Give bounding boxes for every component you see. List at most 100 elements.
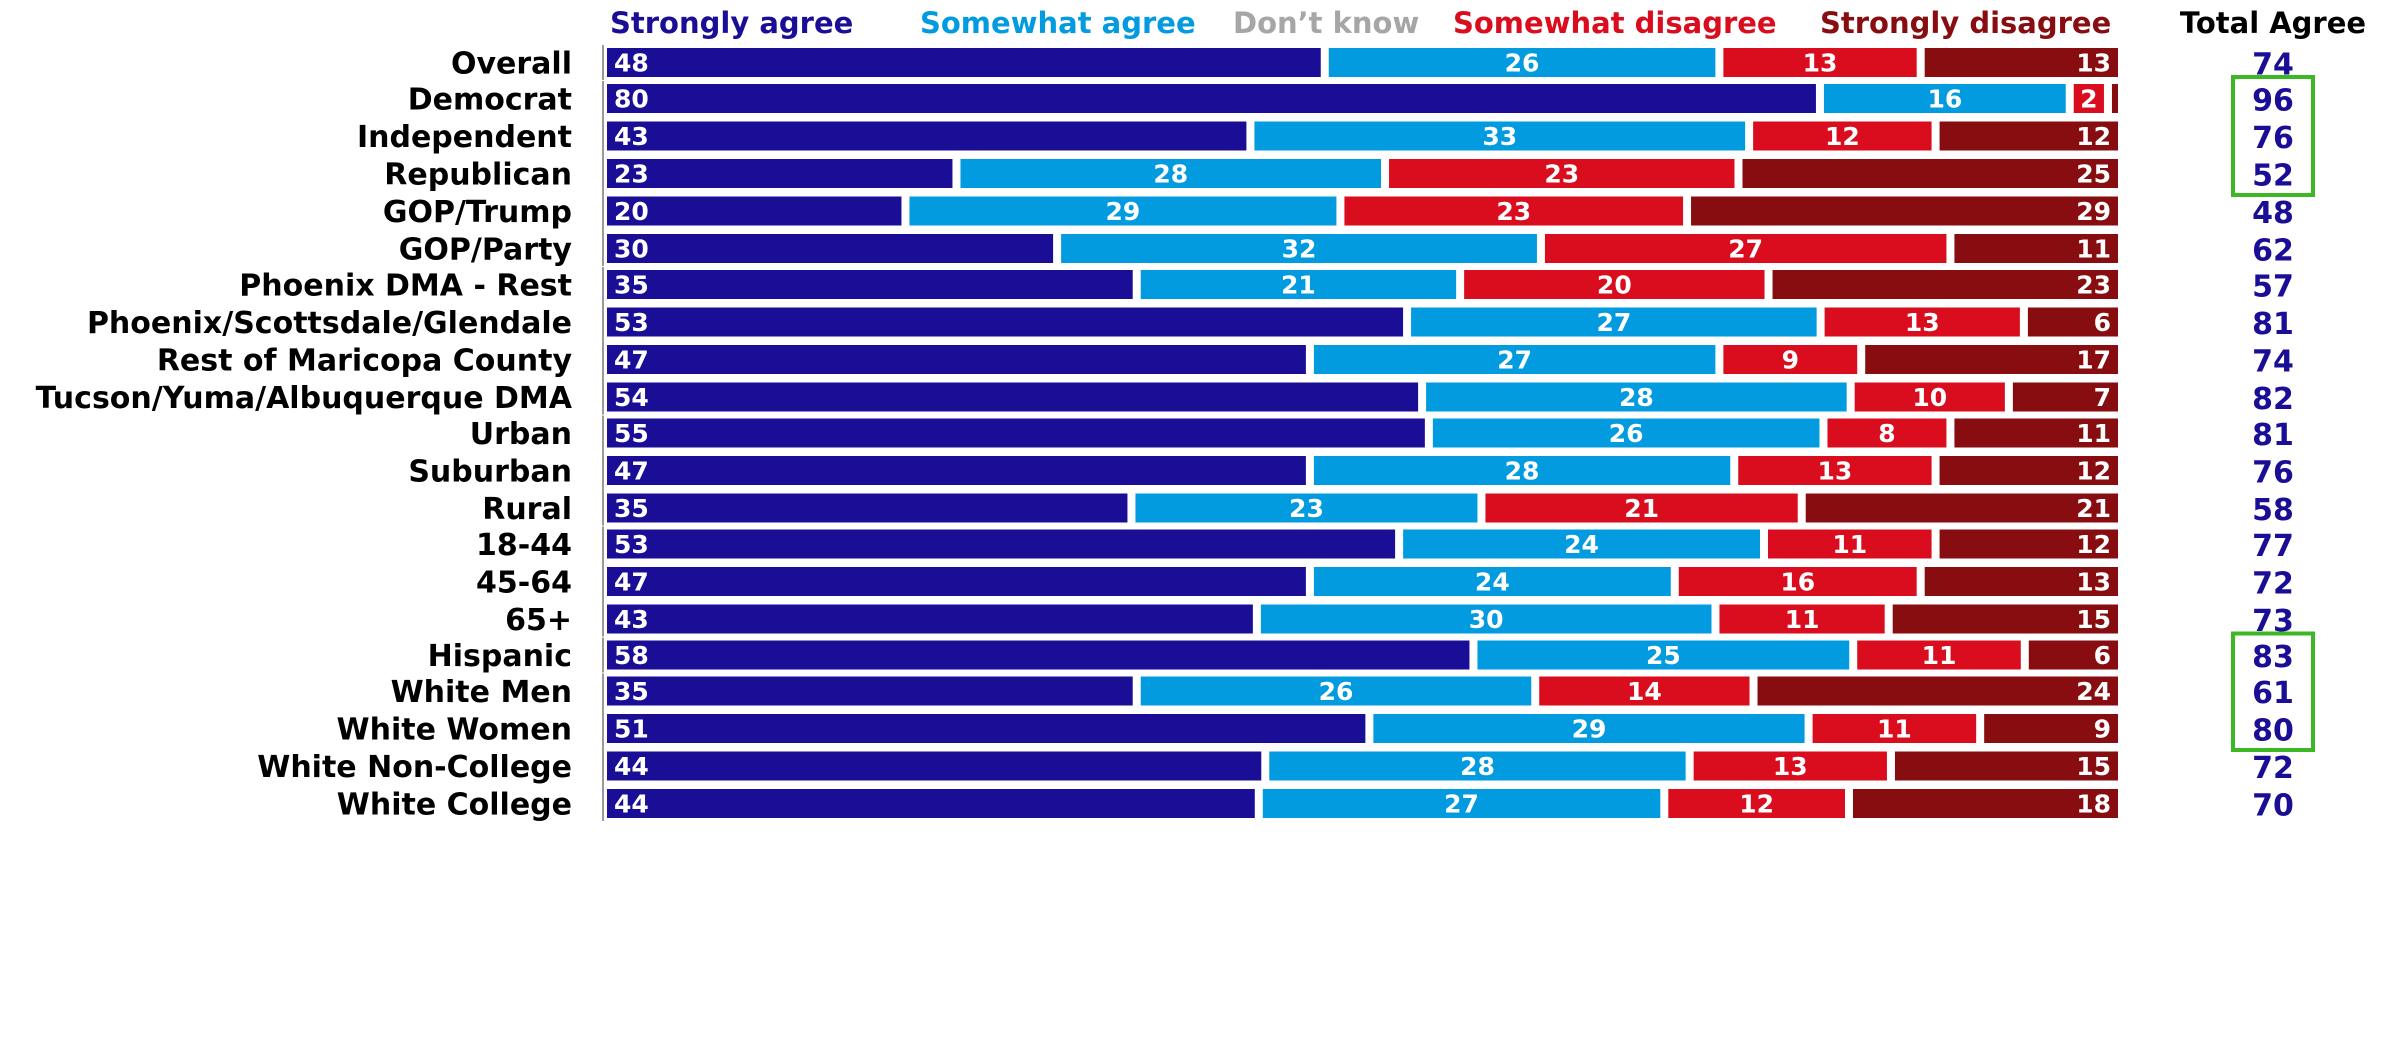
bar-segment-strongly-disagree — [1939, 121, 2118, 151]
bar-segment-strongly-disagree — [1939, 456, 2118, 485]
bar-segment-strongly-disagree — [1757, 676, 2118, 706]
data-label-somewhat-agree: 26 — [1319, 677, 1354, 706]
bar-segment-strongly-disagree — [1924, 567, 2118, 596]
bar-row: GOP/Party 30 32 27 11 — [399, 233, 2118, 268]
category-label: White College — [337, 788, 572, 823]
data-label-strongly-disagree: 12 — [2076, 122, 2111, 151]
bar-segment-somewhat-disagree — [1854, 382, 2005, 412]
data-label-somewhat-agree: 27 — [1497, 346, 1532, 375]
bar-row: White Women 51 29 11 9 — [337, 713, 2118, 748]
total-agree-value: 70 — [2252, 789, 2294, 824]
bar-segment-somewhat-agree — [909, 196, 1337, 226]
data-label-strongly-agree: 53 — [614, 308, 649, 337]
data-label-strongly-disagree: 29 — [2076, 197, 2111, 226]
data-label-somewhat-agree: 28 — [1153, 160, 1188, 189]
data-label-strongly-agree: 55 — [614, 419, 649, 448]
category-label: 45-64 — [476, 566, 572, 601]
bar-row: Tucson/Yuma/Albuquerque DMA 54 28 10 7 — [36, 381, 2118, 416]
bar-row: 18-44 53 24 11 12 — [476, 528, 2118, 563]
data-label-strongly-agree: 35 — [614, 494, 649, 523]
data-label-somewhat-disagree: 9 — [1782, 346, 1799, 375]
bar-segment-somewhat-disagree — [1544, 234, 1947, 263]
bar-row: Independent 43 33 12 12 — [357, 120, 2118, 155]
data-label-strongly-disagree: 6 — [2094, 308, 2111, 337]
bar-segment-strongly-agree — [607, 234, 1054, 263]
bar-segment-somewhat-disagree — [1753, 121, 1932, 151]
data-label-somewhat-agree: 29 — [1106, 197, 1141, 226]
bar-segment-strongly-agree — [607, 640, 1470, 670]
bar-segment-strongly-disagree — [1892, 604, 2118, 634]
bar-segment-somewhat-agree — [1061, 234, 1537, 263]
bar-segment-somewhat-agree — [1403, 529, 1760, 559]
category-label: Suburban — [408, 455, 572, 490]
total-agree-value: 83 — [2252, 640, 2294, 675]
category-label: White Non-College — [257, 750, 572, 785]
bar-segment-somewhat-disagree — [1389, 159, 1735, 188]
data-label-somewhat-disagree: 23 — [1496, 197, 1531, 226]
category-label: 65+ — [505, 603, 572, 638]
bar-segment-somewhat-agree — [1254, 121, 1746, 151]
data-label-strongly-disagree: 17 — [2076, 346, 2111, 375]
bar-segment-somewhat-disagree — [1767, 529, 1932, 559]
bar-segment-somewhat-agree — [1411, 307, 1817, 337]
bar-segment-strongly-agree — [607, 418, 1425, 448]
category-label: Rest of Maricopa County — [157, 344, 573, 379]
category-label: White Women — [337, 713, 572, 748]
total-agree-value: 72 — [2252, 751, 2294, 786]
total-agree-value: 81 — [2252, 307, 2294, 342]
legend-strongly-agree: Strongly agree — [610, 6, 853, 40]
bar-segment-somewhat-agree — [1262, 789, 1661, 818]
data-label-strongly-agree: 53 — [614, 530, 649, 559]
data-label-somewhat-disagree: 11 — [1832, 530, 1867, 559]
data-label-somewhat-disagree: 11 — [1785, 605, 1820, 634]
bar-row: Rest of Maricopa County 47 27 9 17 — [157, 344, 2118, 379]
bar-row: White Men 35 26 14 24 — [391, 675, 2118, 710]
data-label-somewhat-agree: 21 — [1281, 271, 1316, 300]
bar-row: Overall 48 26 13 13 — [451, 47, 2118, 82]
bar-segment-strongly-disagree — [1772, 270, 2118, 299]
bar-segment-somewhat-disagree — [1857, 640, 2021, 670]
bar-row: GOP/Trump 20 29 23 29 — [383, 195, 2118, 230]
bar-segment-strongly-agree — [607, 714, 1366, 743]
data-label-strongly-agree: 43 — [614, 122, 649, 151]
total-agree-value: 48 — [2252, 196, 2294, 231]
bar-segment-strongly-disagree — [1984, 714, 2118, 743]
data-label-strongly-agree: 58 — [614, 641, 649, 670]
data-label-somewhat-disagree: 13 — [1803, 49, 1838, 78]
data-label-strongly-agree: 23 — [614, 160, 649, 189]
bar-segment-strongly-agree — [607, 196, 902, 226]
data-label-somewhat-disagree: 13 — [1773, 752, 1808, 781]
data-label-somewhat-disagree: 12 — [1739, 790, 1774, 819]
data-label-somewhat-agree: 25 — [1646, 641, 1681, 670]
total-agree-value: 76 — [2252, 121, 2294, 156]
category-label: 18-44 — [476, 528, 572, 563]
bar-segment-somewhat-agree — [960, 159, 1382, 188]
data-label-strongly-agree: 51 — [614, 715, 649, 744]
bar-segment-somewhat-agree — [1260, 604, 1712, 634]
data-label-strongly-disagree: 11 — [2076, 235, 2111, 264]
bar-segment-somewhat-disagree — [1723, 345, 1858, 374]
bar-segment-somewhat-disagree — [1485, 493, 1798, 523]
bar-segment-somewhat-disagree — [1678, 567, 1917, 596]
data-label-somewhat-agree: 28 — [1619, 383, 1654, 412]
data-label-strongly-disagree: 12 — [2076, 530, 2111, 559]
bar-segment-somewhat-agree — [1313, 456, 1731, 485]
bar-segment-strongly-disagree — [2012, 382, 2118, 412]
bar-segment-somewhat-disagree — [1668, 789, 1845, 818]
category-label: Democrat — [408, 83, 572, 118]
category-label: White Men — [391, 675, 572, 710]
legend-somewhat-agree: Somewhat agree — [920, 6, 1196, 40]
bar-segment-strongly-disagree — [1742, 159, 2118, 188]
legend-dont-know: Don’t know — [1233, 6, 1419, 40]
bar-segment-somewhat-agree — [1328, 48, 1716, 77]
bar-segment-somewhat-agree — [1269, 751, 1686, 781]
bar-row: White Non-College 44 28 13 15 — [257, 750, 2118, 785]
bar-segment-strongly-agree — [607, 676, 1133, 706]
bar-segment-strongly-disagree — [1954, 234, 2118, 263]
category-label: Hispanic — [428, 639, 572, 674]
bar-segment-strongly-disagree — [1805, 493, 2118, 523]
total-agree-value: 52 — [2252, 159, 2294, 194]
bar-segment-strongly-disagree — [1939, 529, 2118, 559]
bar-segment-strongly-agree — [607, 604, 1253, 634]
bar-segment-strongly-disagree — [2111, 84, 2118, 113]
